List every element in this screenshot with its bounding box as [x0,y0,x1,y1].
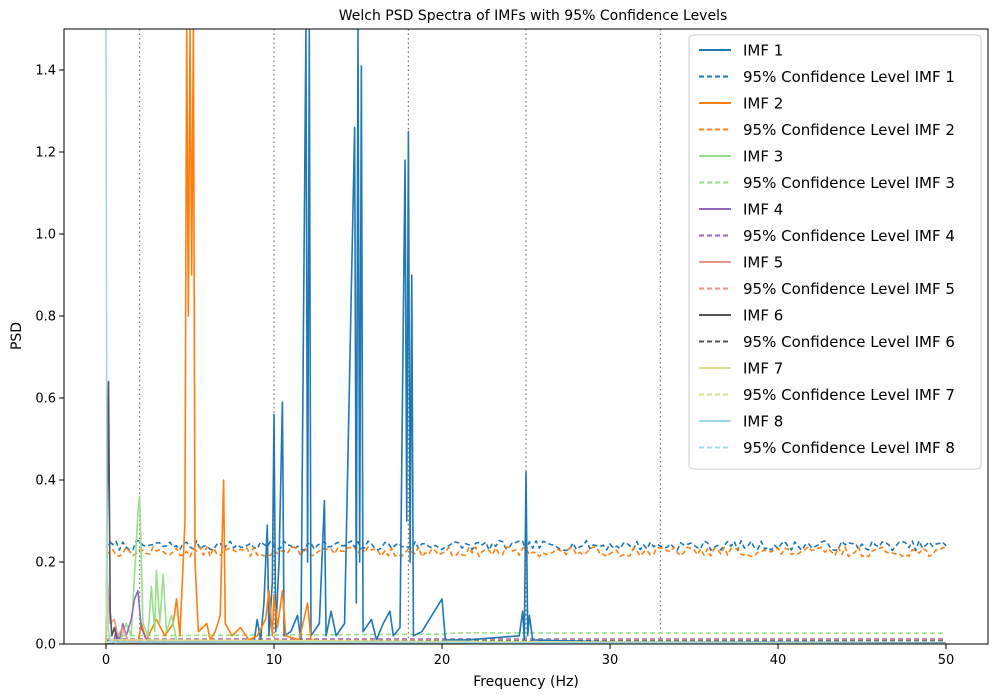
series-95-confidence-level-imf-2 [105,546,947,558]
y-tick-label: 1.2 [35,146,56,161]
x-tick-label: 20 [434,653,451,668]
legend-label-95-confidence-level-imf-5: 95% Confidence Level IMF 5 [743,280,955,298]
legend-frame [688,34,982,470]
x-tick-label: 40 [770,653,787,668]
x-tick-label: 10 [266,653,283,668]
legend-label-imf-7: IMF 7 [743,360,783,378]
x-tick-label: 50 [938,653,955,668]
legend-label-imf-4: IMF 4 [743,201,783,219]
legend-label-imf-3: IMF 3 [743,148,783,166]
legend-label-95-confidence-level-imf-4: 95% Confidence Level IMF 4 [743,227,955,245]
y-axis-label: PSD [9,322,25,350]
series-imf-2 [106,29,947,644]
legend-label-95-confidence-level-imf-6: 95% Confidence Level IMF 6 [743,333,955,351]
legend-label-imf-6: IMF 6 [743,307,783,325]
legend-label-95-confidence-level-imf-2: 95% Confidence Level IMF 2 [743,121,955,139]
series-95-confidence-level-imf-3 [105,632,947,637]
y-tick-label: 0.4 [35,474,56,489]
y-tick-label: 1.0 [35,228,56,243]
y-tick-label: 0.8 [35,310,56,325]
legend: IMF 1 95% Confidence Level IMF 1 IMF 2 95% … [688,34,982,470]
legend-label-imf-5: IMF 5 [743,254,783,272]
y-tick-label: 0.6 [35,392,56,407]
y-tick-label: 1.4 [35,64,56,79]
legend-label-imf-8: IMF 8 [743,413,783,431]
x-tick-label: 30 [602,653,619,668]
x-axis-label: Frequency (Hz) [473,674,579,690]
series-imf-1 [106,29,947,644]
x-axis-ticks: 0 10 20 30 40 50 [102,644,954,668]
legend-label-imf-2: IMF 2 [743,95,783,113]
legend-label-95-confidence-level-imf-7: 95% Confidence Level IMF 7 [743,386,955,404]
y-tick-label: 0.0 [35,638,56,653]
series-lines [105,29,947,644]
legend-label-95-confidence-level-imf-3: 95% Confidence Level IMF 3 [743,174,955,192]
plot-frame [63,28,989,645]
legend-label-95-confidence-level-imf-1: 95% Confidence Level IMF 1 [743,68,955,86]
series-imf-8 [105,29,947,644]
legend-label-imf-1: IMF 1 [743,42,783,60]
y-tick-label: 0.2 [35,556,56,571]
y-axis-ticks: 0.0 0.2 0.4 0.6 0.8 1.0 1.2 1.4 [35,64,64,653]
chart-title: Welch PSD Spectra of IMFs with 95% Confi… [339,8,728,24]
legend-label-95-confidence-level-imf-8: 95% Confidence Level IMF 8 [743,439,955,457]
x-tick-label: 0 [102,653,110,668]
